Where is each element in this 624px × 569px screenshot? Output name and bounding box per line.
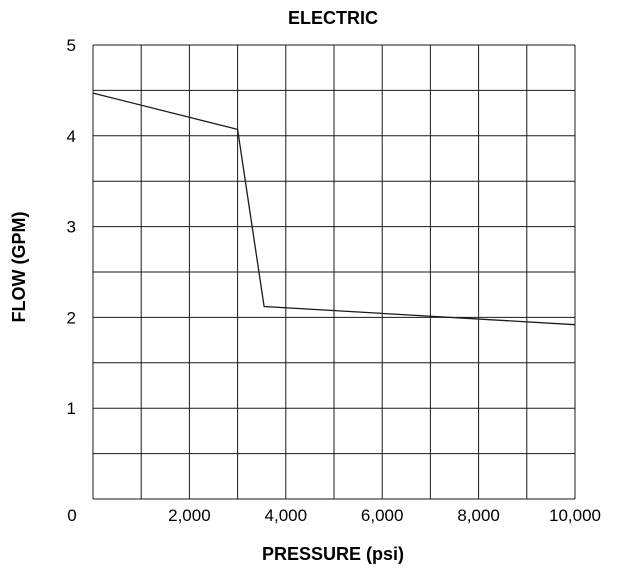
x-axis-title: PRESSURE (psi) bbox=[262, 544, 404, 564]
y-tick-label: 4 bbox=[67, 127, 76, 146]
chart-title: ELECTRIC bbox=[288, 8, 378, 28]
data-series bbox=[92, 92, 576, 326]
grid bbox=[93, 44, 576, 499]
y-tick-label: 2 bbox=[67, 308, 76, 327]
x-tick-label: 4,000 bbox=[265, 506, 308, 525]
y-tick-label: 1 bbox=[67, 399, 76, 418]
x-tick-labels: 0 2,000 4,000 6,000 8,000 10,000 bbox=[67, 506, 601, 525]
flow-curve-line bbox=[92, 92, 576, 326]
axes bbox=[92, 45, 575, 500]
y-tick-labels: 1 2 3 4 5 bbox=[67, 36, 76, 418]
x-tick-label: 8,000 bbox=[457, 506, 500, 525]
x-tick-label: 10,000 bbox=[549, 506, 601, 525]
x-tick-label: 0 bbox=[67, 506, 76, 525]
y-axis-title: FLOW (GPM) bbox=[9, 212, 29, 323]
x-tick-label: 2,000 bbox=[168, 506, 211, 525]
y-tick-label: 3 bbox=[67, 218, 76, 237]
x-tick-label: 6,000 bbox=[361, 506, 404, 525]
y-tick-label: 5 bbox=[67, 36, 76, 55]
